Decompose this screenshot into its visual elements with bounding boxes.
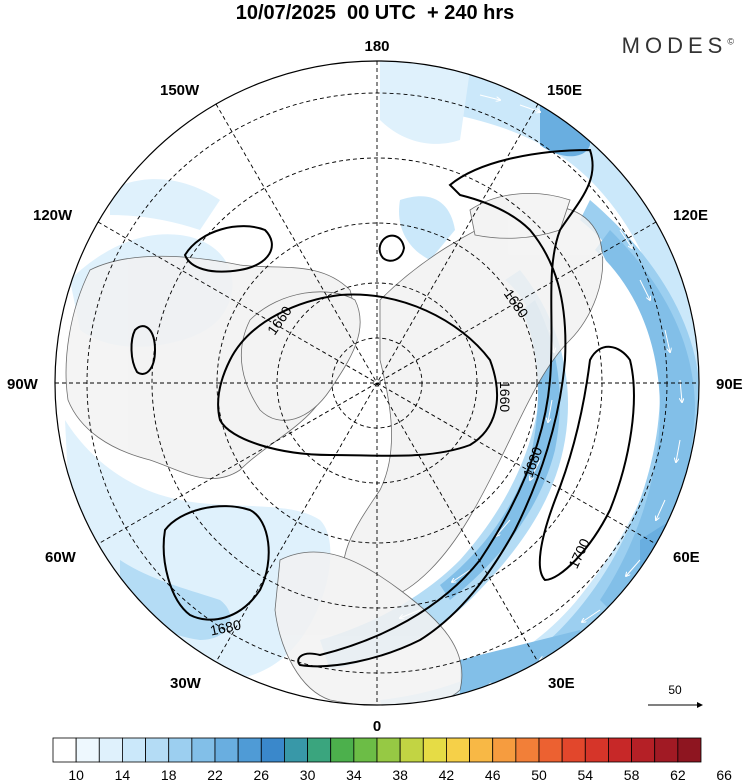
contour-label: 1680 xyxy=(209,616,243,638)
colorbar-swatch xyxy=(608,737,632,763)
colorbar-swatch xyxy=(168,737,193,763)
graticule xyxy=(55,61,699,705)
colorbar-swatch xyxy=(75,737,100,763)
colorbar-tick-label: 18 xyxy=(161,767,177,782)
colorbar-swatch xyxy=(214,737,239,763)
brand-mark: © xyxy=(727,36,734,47)
lon-label-30w: 30W xyxy=(170,675,202,692)
height-contours xyxy=(130,148,635,668)
colorbar-swatch xyxy=(284,737,308,763)
colorbar-tick-label: 26 xyxy=(253,767,269,782)
colorbar-tick-label: 14 xyxy=(115,767,131,782)
reference-vector: 50 xyxy=(648,683,703,708)
colorbar-swatch xyxy=(469,737,494,763)
colorbar-swatch xyxy=(237,737,262,763)
reference-vector-label: 50 xyxy=(668,683,682,697)
colorbar-swatch xyxy=(515,737,540,763)
lon-label-90w: 90W xyxy=(7,376,39,393)
colorbar-tick-label: 46 xyxy=(485,767,501,782)
colorbar-swatch xyxy=(561,737,586,763)
map-title: 10/07/2025 00 UTC + 240 hrs xyxy=(235,2,515,24)
colorbar-tick-label: 42 xyxy=(439,767,455,782)
lon-label-120e: 120E xyxy=(673,207,708,224)
colorbar-tick-label: 10 xyxy=(68,767,84,782)
colorbar-swatch xyxy=(260,737,285,763)
lon-label-60e: 60E xyxy=(673,549,700,566)
colorbar-swatch xyxy=(399,737,424,763)
colorbar-tick-label: 54 xyxy=(577,767,593,782)
lon-label-0: 0 xyxy=(373,718,381,735)
colorbar-tick-label: 62 xyxy=(670,767,686,782)
colorbar-tick-label: 50 xyxy=(531,767,547,782)
colorbar: 10141822263034384246505458626670 xyxy=(52,737,732,782)
colorbar-swatch xyxy=(330,737,355,763)
colorbar-tick-label: 30 xyxy=(300,767,316,782)
colorbar-swatch xyxy=(677,737,702,763)
colorbar-tick-label: 58 xyxy=(624,767,640,782)
map-border xyxy=(54,60,700,706)
contour-label: 1660 xyxy=(497,381,513,412)
colorbar-swatch xyxy=(145,737,170,763)
colorbar-swatch xyxy=(584,737,609,763)
colorbar-swatch xyxy=(376,737,401,763)
lon-label-180: 180 xyxy=(364,38,389,55)
colorbar-tick-label: 22 xyxy=(207,767,223,782)
colorbar-swatch xyxy=(98,737,123,763)
colorbar-tick-label: 38 xyxy=(392,767,408,782)
colorbar-swatch xyxy=(492,737,517,763)
lon-label-90e: 90E xyxy=(716,376,743,393)
lon-label-150e: 150E xyxy=(547,82,582,99)
brand-logo: MODES© xyxy=(622,33,734,59)
colorbar-swatch xyxy=(654,737,679,763)
wind-vectors xyxy=(400,94,691,686)
lon-label-120w: 120W xyxy=(33,207,73,224)
colorbar-swatch xyxy=(446,737,470,763)
brand-name: MODES xyxy=(621,33,728,58)
colorbar-swatch xyxy=(307,737,332,763)
colorbar-tick-label: 34 xyxy=(346,767,362,782)
lon-label-30e: 30E xyxy=(548,675,575,692)
longitude-labels: 180 0 90W 90E 150W 120W 60W 30W 150E 120… xyxy=(7,38,743,735)
colorbar-swatch xyxy=(631,737,656,763)
colorbar-swatch xyxy=(122,737,146,763)
lon-label-150w: 150W xyxy=(160,82,200,99)
colorbar-swatch xyxy=(353,737,378,763)
colorbar-swatch xyxy=(52,737,77,763)
lon-label-60w: 60W xyxy=(45,549,77,566)
colorbar-swatch xyxy=(191,737,216,763)
colorbar-swatch xyxy=(422,737,447,763)
map-disk xyxy=(55,61,699,705)
colorbar-tick-label: 66 xyxy=(716,767,732,782)
colorbar-swatch xyxy=(538,737,563,763)
